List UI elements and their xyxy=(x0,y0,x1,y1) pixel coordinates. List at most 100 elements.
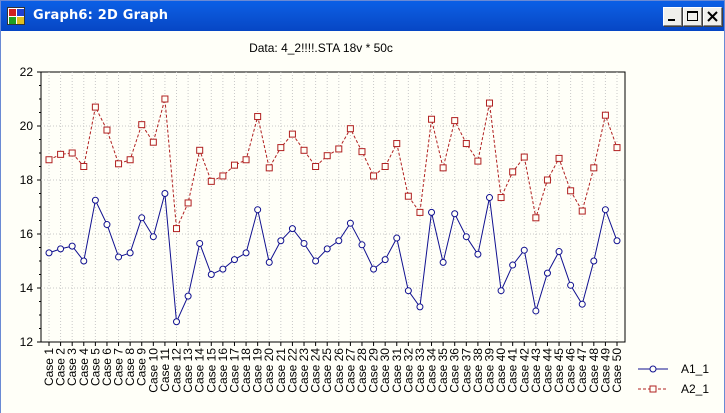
data-point xyxy=(428,208,436,216)
data-point xyxy=(196,146,204,154)
data-point xyxy=(543,269,551,277)
minimize-button[interactable] xyxy=(663,7,682,26)
x-tick-label: Case 24 xyxy=(309,348,323,393)
data-point xyxy=(196,239,204,247)
x-tick-label: Case 4 xyxy=(77,348,91,386)
data-point xyxy=(57,150,65,158)
data-point xyxy=(207,271,215,278)
data-point xyxy=(230,161,238,169)
x-tick-label: Case 10 xyxy=(146,348,160,393)
data-point xyxy=(567,281,575,289)
x-tick-label: Case 6 xyxy=(100,348,114,386)
data-point xyxy=(358,148,366,156)
data-point xyxy=(532,214,540,222)
graph-canvas[interactable]: Data: 4_2!!!!.STA 18v * 50c 12 14 16 18 20 22… xyxy=(1,31,724,413)
data-point xyxy=(323,152,331,160)
x-tick-label: Case 34 xyxy=(425,348,439,393)
data-point xyxy=(451,117,459,125)
data-point xyxy=(277,144,285,152)
x-tick-label: Case 18 xyxy=(239,348,253,393)
x-tick-label: Case 9 xyxy=(135,348,149,386)
data-point xyxy=(126,249,134,257)
data-point xyxy=(404,192,412,200)
data-point xyxy=(91,103,99,111)
data-point xyxy=(474,157,482,165)
x-tick-label: Case 27 xyxy=(343,348,357,393)
data-point xyxy=(161,95,169,103)
data-point xyxy=(555,248,563,256)
x-tick-label: Case 20 xyxy=(262,348,276,393)
data-point xyxy=(219,172,227,180)
data-point xyxy=(115,160,123,168)
data-point xyxy=(416,208,424,216)
plot-area xyxy=(40,71,626,343)
data-point xyxy=(590,257,598,265)
data-point xyxy=(567,187,575,195)
data-point xyxy=(288,225,296,233)
data-point xyxy=(288,130,296,138)
data-point xyxy=(80,163,88,170)
x-tick-label: Case 45 xyxy=(552,348,566,393)
x-tick-label: Case 7 xyxy=(112,348,126,386)
data-point xyxy=(509,261,517,269)
app-icon[interactable] xyxy=(7,7,25,25)
data-point xyxy=(462,233,470,241)
data-point xyxy=(485,99,493,107)
x-tick-label: Case 44 xyxy=(540,348,554,393)
close-icon xyxy=(707,11,718,22)
x-tick-label: Case 5 xyxy=(88,348,102,386)
data-point xyxy=(601,111,609,119)
x-tick-label: Case 37 xyxy=(459,348,473,393)
data-point xyxy=(613,144,621,152)
data-point xyxy=(578,300,586,308)
minimize-icon xyxy=(668,19,675,21)
data-point xyxy=(68,242,76,250)
x-tick-label: Case 21 xyxy=(274,348,288,393)
data-point xyxy=(126,156,134,164)
data-point xyxy=(230,256,238,264)
data-point xyxy=(312,163,320,170)
data-point xyxy=(312,257,320,265)
data-point xyxy=(207,177,215,185)
data-point xyxy=(590,164,598,172)
title-bar[interactable]: Graph6: 2D Graph xyxy=(1,1,724,31)
data-point xyxy=(323,245,331,253)
data-point xyxy=(184,292,192,300)
x-tick-label: Case 30 xyxy=(378,348,392,393)
x-tick-label: Case 35 xyxy=(436,348,450,393)
x-tick-label: Case 3 xyxy=(65,348,79,386)
data-point xyxy=(497,194,505,202)
data-point xyxy=(520,246,528,254)
y-tick-label: 18 xyxy=(20,173,34,187)
x-tick-label: Case 19 xyxy=(251,348,265,393)
data-point xyxy=(68,149,76,157)
x-tick-label: Case 43 xyxy=(529,348,543,393)
x-tick-label: Case 31 xyxy=(390,348,404,393)
legend-marker-A2_1 xyxy=(649,385,657,393)
data-point xyxy=(149,138,157,146)
x-tick-label: Case 46 xyxy=(564,348,578,393)
x-tick-label: Case 40 xyxy=(494,348,508,393)
data-point xyxy=(404,287,412,295)
data-point xyxy=(242,249,250,257)
x-tick-label: Case 25 xyxy=(320,348,334,393)
close-button[interactable] xyxy=(703,7,722,26)
data-point xyxy=(497,287,505,295)
data-point xyxy=(149,233,157,241)
maximize-button[interactable] xyxy=(683,7,702,26)
x-tick-label: Case 48 xyxy=(587,348,601,393)
y-tick-label: 12 xyxy=(20,335,34,349)
data-point xyxy=(277,237,285,245)
data-point xyxy=(474,250,482,258)
data-point xyxy=(416,303,424,311)
x-tick-label: Case 1 xyxy=(42,348,56,386)
data-point xyxy=(439,258,447,266)
x-tick-label: Case 8 xyxy=(123,348,137,386)
legend-label-A1_1: A1_1 xyxy=(681,362,709,376)
data-point xyxy=(254,206,262,214)
data-point xyxy=(265,258,273,266)
data-point xyxy=(335,237,343,245)
data-point xyxy=(485,194,493,202)
data-point xyxy=(509,168,517,176)
